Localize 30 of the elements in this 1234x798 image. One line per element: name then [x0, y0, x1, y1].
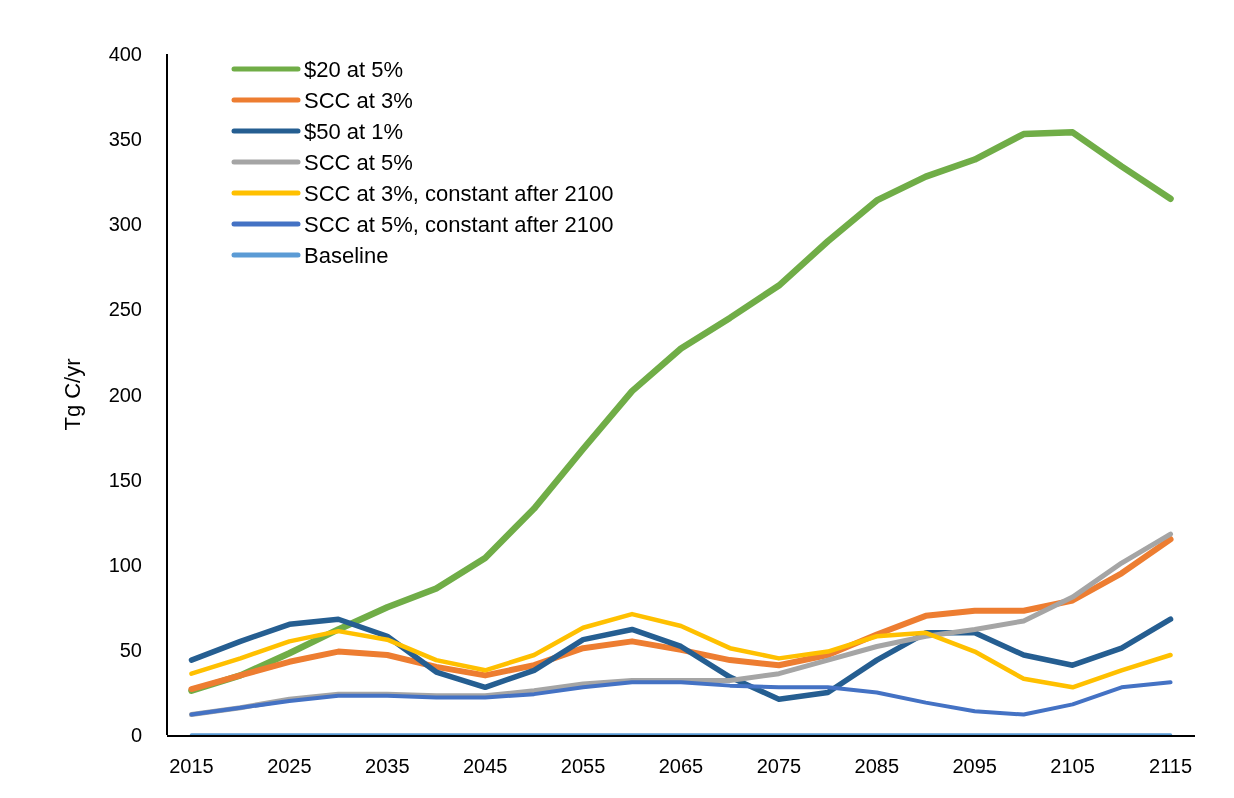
x-tick-label: 2115 [1149, 755, 1193, 777]
y-tick-label: 300 [108, 213, 142, 236]
legend-label: SCC at 5%, constant after 2100 [304, 211, 614, 237]
x-tick-label: 2095 [952, 755, 997, 777]
y-tick-label: 400 [108, 43, 142, 65]
y-tick-label: 250 [108, 298, 142, 321]
line-series [189, 611, 1173, 690]
x-tick-label: 2025 [267, 755, 312, 777]
x-tick-label: 2075 [756, 755, 802, 777]
x-tick-label: 2085 [854, 755, 900, 777]
legend-label: $20 at 5% [304, 56, 404, 82]
y-tick-label: 150 [108, 468, 142, 491]
y-tick-label: 50 [119, 638, 142, 661]
y-tick-label: 200 [108, 383, 142, 406]
x-tick-label: 2015 [169, 755, 214, 777]
x-tick-label: 2105 [1050, 755, 1095, 777]
x-tick-label: 2055 [560, 755, 606, 777]
x-tick-label: 2045 [462, 755, 508, 777]
legend-label: Baseline [304, 242, 389, 268]
y-tick-label: 350 [108, 128, 142, 151]
y-tick-label: 0 [130, 724, 142, 746]
legend-label: SCC at 3% [304, 87, 413, 113]
x-tick-label: 2035 [365, 755, 410, 777]
legend-label: $50 at 1% [304, 118, 404, 144]
y-axis-title: Tg C/yr [60, 358, 85, 431]
line-series [189, 680, 1173, 717]
legend-label: SCC at 3%, constant after 2100 [304, 180, 614, 206]
x-tick-label: 2065 [658, 755, 704, 777]
legend-label: SCC at 5% [304, 149, 413, 175]
y-tick-label: 100 [108, 553, 142, 576]
